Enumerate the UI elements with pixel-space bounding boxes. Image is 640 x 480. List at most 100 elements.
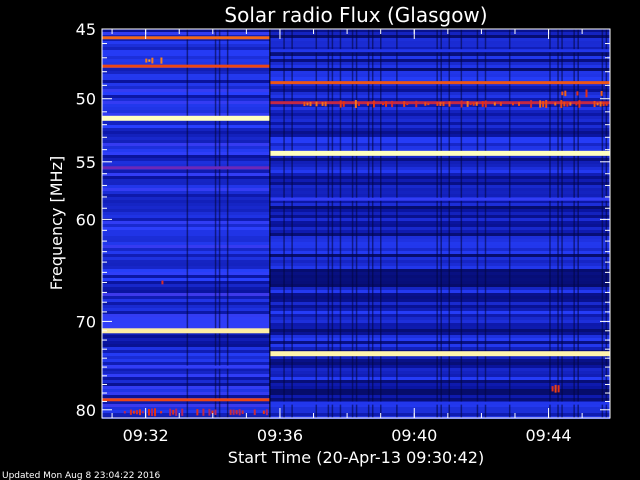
background-channel <box>269 35 610 38</box>
background-channel <box>269 410 610 413</box>
burst-mark <box>196 409 199 416</box>
background-channel <box>102 194 270 197</box>
time-stripe <box>605 29 608 418</box>
background-channel <box>102 371 270 374</box>
background-channel <box>102 251 270 254</box>
background-channel <box>269 68 610 71</box>
updated-timestamp: Updated Mon Aug 8 23:04:22 2016 <box>2 471 160 480</box>
burst-mark <box>460 100 463 108</box>
y-tick-label: 45 <box>76 20 96 39</box>
background-channel <box>269 155 610 158</box>
background-channel <box>269 332 610 335</box>
background-channel <box>102 80 270 83</box>
background-channel <box>269 299 610 302</box>
background-channel <box>102 377 270 380</box>
background-channel <box>102 296 270 299</box>
background-channel <box>269 191 610 194</box>
background-channel <box>269 47 610 50</box>
spectral-band <box>102 64 270 68</box>
background-channel <box>269 179 610 182</box>
burst-mark <box>265 409 268 416</box>
time-stripe <box>448 29 451 418</box>
background-channel <box>269 29 610 32</box>
background-channel <box>102 182 270 185</box>
background-channel <box>269 362 610 365</box>
burst-mark <box>596 102 599 106</box>
burst-mark <box>324 101 327 107</box>
background-channel <box>269 326 610 329</box>
spectral-band <box>102 36 270 40</box>
background-channel <box>102 368 270 371</box>
burst-mark <box>151 408 154 416</box>
background-channel <box>102 74 270 77</box>
background-channel <box>102 41 270 44</box>
background-channel <box>102 197 270 200</box>
burst-mark <box>214 409 217 415</box>
background-channel <box>102 245 270 248</box>
burst-mark <box>561 91 564 96</box>
background-channel <box>269 266 610 269</box>
y-axis-ticks: 45 50 55 60 70 80 <box>76 20 610 420</box>
burst-mark <box>585 89 588 98</box>
time-stripe <box>226 29 229 418</box>
background-channel <box>102 404 270 407</box>
background-channel <box>269 224 610 227</box>
background-channel <box>102 350 270 353</box>
burst-mark <box>321 102 324 106</box>
background-channel <box>269 140 610 143</box>
burst-mark <box>566 101 569 107</box>
background-channel <box>102 218 270 221</box>
background-channel <box>269 323 610 326</box>
background-channel <box>269 137 610 140</box>
x-tick-label: 09:32 <box>123 426 169 445</box>
x-tick-label: 09:44 <box>526 426 572 445</box>
background-channel <box>102 338 270 341</box>
spectral-band <box>269 49 610 53</box>
burst-mark <box>554 102 557 106</box>
background-channel <box>102 242 270 245</box>
background-channel <box>269 278 610 281</box>
background-channel <box>269 113 610 116</box>
background-channel <box>102 200 270 203</box>
background-channel <box>102 236 270 239</box>
background-channel <box>102 224 270 227</box>
time-stripe <box>218 29 221 418</box>
burst-mark <box>436 102 439 106</box>
time-stripe <box>436 29 438 418</box>
background-channel <box>102 92 270 95</box>
background-channel <box>269 398 610 401</box>
background-channel <box>269 116 610 119</box>
y-axis-label: Frequency [MHz] <box>47 156 66 290</box>
burst-mark <box>424 102 427 106</box>
burst-mark <box>600 90 603 96</box>
background-channel <box>102 290 270 293</box>
burst-mark <box>339 100 342 108</box>
burst-mark <box>238 409 241 416</box>
burst-mark <box>599 101 602 107</box>
background-channel <box>102 410 270 413</box>
background-channel <box>269 344 610 347</box>
background-channel <box>102 320 270 323</box>
time-stripe <box>367 29 370 418</box>
background-channel <box>102 344 270 347</box>
burst-mark <box>385 101 388 107</box>
background-channel <box>102 347 270 350</box>
time-stripe <box>601 29 604 418</box>
background-channel <box>102 206 270 209</box>
background-channel <box>269 383 610 386</box>
spectral-band <box>269 401 610 405</box>
time-stripe <box>549 29 551 418</box>
background-channel <box>102 164 270 167</box>
x-tick-label: 09:40 <box>391 426 437 445</box>
background-channel <box>102 158 270 161</box>
background-channel <box>269 305 610 308</box>
background-channel <box>269 275 610 278</box>
background-channel <box>269 134 610 137</box>
background-channel <box>102 278 270 281</box>
background-channel <box>102 359 270 362</box>
background-channel <box>269 221 610 224</box>
burst-mark <box>202 408 205 416</box>
background-channel <box>102 62 270 65</box>
background-channel <box>102 143 270 146</box>
time-stripe <box>371 29 374 418</box>
